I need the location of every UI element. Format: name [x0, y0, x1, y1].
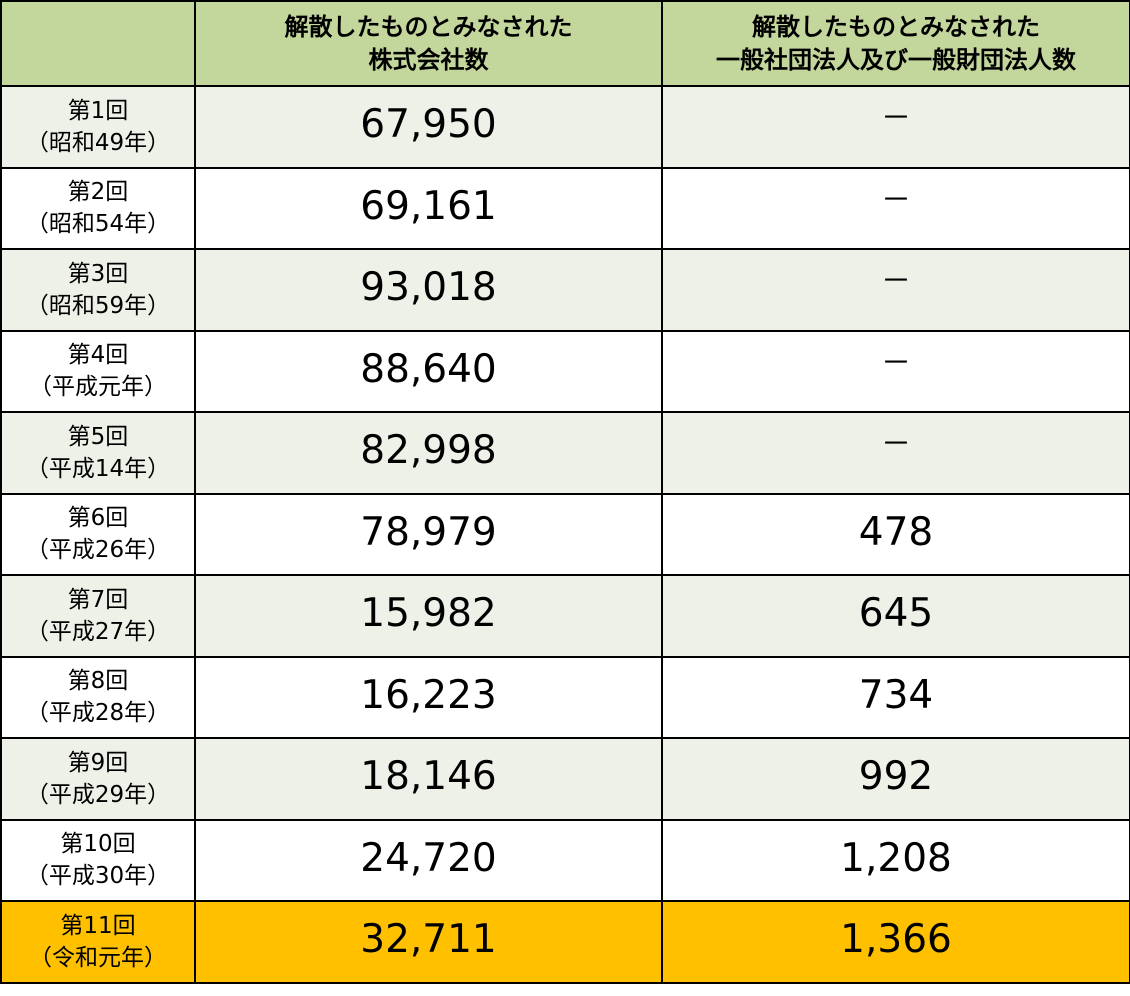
round-cell: 第10回 （平成30年） [0, 818, 196, 902]
era-label: （平成28年） [25, 700, 171, 727]
table-row: 第11回 （令和元年） 32,711 1,366 [0, 900, 1130, 984]
header-corner-cell [0, 0, 196, 87]
round-label: 第3回 [67, 260, 129, 287]
associations-count-cell: 645 [661, 574, 1130, 658]
associations-count-cell: － [661, 411, 1130, 495]
companies-count-cell: 82,998 [194, 411, 663, 495]
round-cell: 第9回 （平成29年） [0, 737, 196, 821]
header-companies: 解散したものとみなされた 株式会社数 [194, 0, 663, 87]
table-row: 第5回 （平成14年） 82,998 － [0, 411, 1130, 495]
round-cell: 第8回 （平成28年） [0, 655, 196, 739]
companies-count-cell: 88,640 [194, 329, 663, 413]
companies-count-cell: 78,979 [194, 492, 663, 576]
era-label: （平成27年） [25, 618, 171, 645]
era-label: （平成14年） [25, 455, 171, 482]
era-label: （平成元年） [29, 374, 167, 401]
table-row: 第2回 （昭和54年） 69,161 － [0, 166, 1130, 250]
associations-count-cell: － [661, 85, 1130, 169]
table-row: 第8回 （平成28年） 16,223 734 [0, 655, 1130, 739]
round-cell: 第7回 （平成27年） [0, 574, 196, 658]
round-cell: 第4回 （平成元年） [0, 329, 196, 413]
era-label: （令和元年） [29, 944, 167, 971]
associations-count-cell: 478 [661, 492, 1130, 576]
round-cell: 第5回 （平成14年） [0, 411, 196, 495]
era-label: （平成29年） [25, 781, 171, 808]
round-label: 第11回 [60, 912, 136, 939]
associations-count-cell: 992 [661, 737, 1130, 821]
era-label: （昭和54年） [25, 211, 171, 238]
round-label: 第7回 [67, 586, 129, 613]
round-label: 第10回 [60, 831, 136, 858]
header-associations-line2: 一般社団法人及び一般財団法人数 [716, 45, 1076, 74]
table-row: 第9回 （平成29年） 18,146 992 [0, 737, 1130, 821]
associations-count-cell: － [661, 329, 1130, 413]
round-label: 第6回 [67, 505, 129, 532]
table-body: 第1回 （昭和49年） 67,950 －第2回 （昭和54年） 69,161 －第3回 （昭和… [0, 85, 1130, 984]
companies-count-cell: 24,720 [194, 818, 663, 902]
header-associations-line1: 解散したものとみなされた [752, 12, 1040, 41]
associations-count-cell: － [661, 248, 1130, 332]
table-row: 第1回 （昭和49年） 67,950 － [0, 85, 1130, 169]
associations-count-cell: 1,366 [661, 900, 1130, 984]
header-companies-line2: 株式会社数 [368, 45, 489, 74]
header-companies-line1: 解散したものとみなされた [284, 12, 573, 41]
round-cell: 第6回 （平成26年） [0, 492, 196, 576]
table-row: 第6回 （平成26年） 78,979 478 [0, 492, 1130, 576]
round-label: 第8回 [67, 668, 129, 695]
companies-count-cell: 18,146 [194, 737, 663, 821]
companies-count-cell: 16,223 [194, 655, 663, 739]
header-associations: 解散したものとみなされた 一般社団法人及び一般財団法人数 [661, 0, 1130, 87]
round-label: 第9回 [67, 749, 129, 776]
round-label: 第5回 [67, 423, 129, 450]
companies-count-cell: 67,950 [194, 85, 663, 169]
companies-count-cell: 15,982 [194, 574, 663, 658]
table-row: 第4回 （平成元年） 88,640 － [0, 329, 1130, 413]
table-row: 第10回 （平成30年） 24,720 1,208 [0, 818, 1130, 902]
table-row: 第3回 （昭和59年） 93,018 － [0, 248, 1130, 332]
round-cell: 第11回 （令和元年） [0, 900, 196, 984]
companies-count-cell: 69,161 [194, 166, 663, 250]
round-label: 第2回 [67, 179, 129, 206]
round-label: 第1回 [67, 97, 129, 124]
era-label: （平成26年） [25, 537, 171, 564]
table-row: 第7回 （平成27年） 15,982 645 [0, 574, 1130, 658]
associations-count-cell: － [661, 166, 1130, 250]
round-cell: 第1回 （昭和49年） [0, 85, 196, 169]
associations-count-cell: 734 [661, 655, 1130, 739]
round-cell: 第2回 （昭和54年） [0, 166, 196, 250]
era-label: （昭和59年） [25, 292, 171, 319]
associations-count-cell: 1,208 [661, 818, 1130, 902]
era-label: （昭和49年） [25, 129, 171, 156]
companies-count-cell: 32,711 [194, 900, 663, 984]
companies-count-cell: 93,018 [194, 248, 663, 332]
round-label: 第4回 [67, 342, 129, 369]
round-cell: 第3回 （昭和59年） [0, 248, 196, 332]
header-row: 解散したものとみなされた 株式会社数 解散したものとみなされた 一般社団法人及び… [0, 0, 1130, 87]
era-label: （平成30年） [25, 863, 171, 890]
